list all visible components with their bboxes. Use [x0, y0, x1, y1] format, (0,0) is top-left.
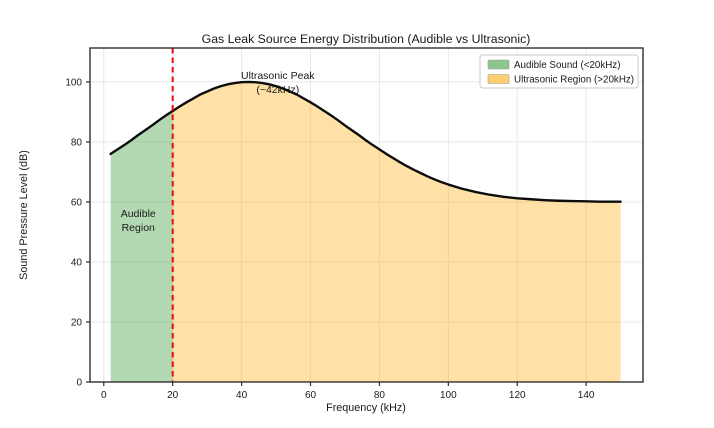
x-tick-label: 20 [167, 390, 179, 401]
y-tick-label: 0 [76, 378, 82, 389]
y-tick-label: 60 [71, 197, 83, 208]
y-tick-label: 40 [71, 257, 83, 268]
x-tick-label: 60 [305, 390, 317, 401]
x-tick-label: 100 [440, 390, 457, 401]
x-tick-label: 120 [509, 390, 526, 401]
plot-frame [89, 47, 644, 383]
legend-label-audible: Audible Sound (<20kHz) [514, 60, 620, 71]
plot-area: Ultrasonic Peak (~42kHz) Audible Region 0 20 4… [65, 47, 644, 401]
legend-swatch-ultrasonic [487, 74, 510, 84]
audible-region-annotation: Region [122, 222, 155, 234]
y-tick-label: 80 [71, 137, 83, 148]
audible-region-annotation: Audible [121, 208, 156, 220]
x-tick-label: 80 [374, 390, 386, 401]
x-axis-title: Frequency (kHz) [326, 402, 406, 414]
ultrasonic-peak-annotation: Ultrasonic Peak [241, 70, 315, 82]
y-axis-title: Sound Pressure Level (dB) [18, 150, 30, 280]
ultrasonic-region-fill [172, 81, 621, 382]
y-tick-label: 100 [65, 77, 82, 88]
spl-curve [109, 80, 622, 203]
x-tick-label: 40 [236, 390, 248, 401]
legend-swatch-audible [487, 59, 510, 70]
audible-region-fill [110, 111, 173, 383]
legend-label-ultrasonic: Ultrasonic Region (>20kHz) [514, 75, 634, 86]
legend: Audible Sound (<20kHz) Ultrasonic Region… [479, 54, 639, 89]
x-tick-label: 140 [578, 390, 595, 401]
ultrasonic-peak-annotation: (~42kHz) [256, 84, 299, 96]
chart-title: Gas Leak Source Energy Distribution (Aud… [202, 32, 531, 46]
x-tick-label: 0 [101, 390, 107, 401]
legend-box [479, 54, 639, 89]
y-tick-label: 20 [71, 317, 83, 328]
